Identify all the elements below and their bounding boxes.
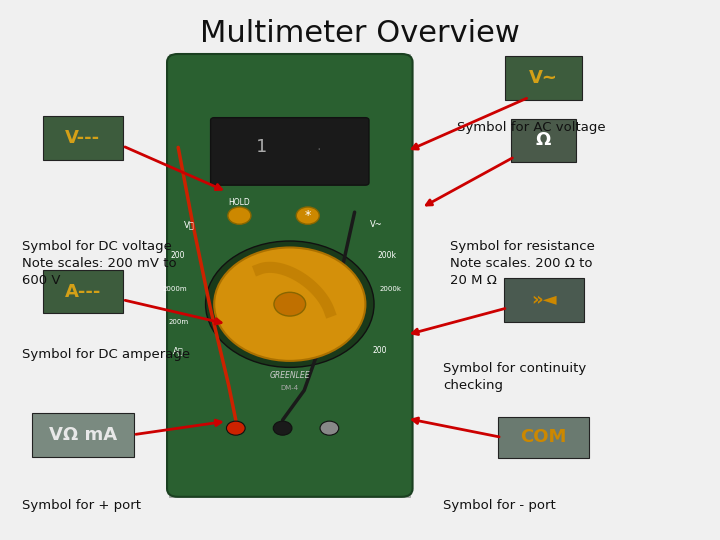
FancyBboxPatch shape [32, 413, 134, 457]
Text: VΩ mA: VΩ mA [49, 426, 117, 444]
FancyBboxPatch shape [167, 54, 413, 497]
Text: Ω: Ω [536, 131, 552, 150]
FancyBboxPatch shape [43, 269, 122, 313]
Text: Symbol for AC voltage: Symbol for AC voltage [457, 122, 606, 134]
Text: A---: A--- [65, 282, 101, 301]
Text: A⎓: A⎓ [173, 346, 184, 355]
Circle shape [214, 247, 366, 361]
Text: DM-4: DM-4 [281, 386, 299, 392]
Text: V---: V--- [66, 129, 100, 147]
FancyBboxPatch shape [504, 278, 583, 321]
Text: 200: 200 [372, 346, 387, 355]
Text: HOLD: HOLD [228, 198, 251, 207]
Circle shape [273, 421, 292, 435]
Text: COM: COM [521, 428, 567, 447]
FancyBboxPatch shape [210, 118, 369, 185]
FancyBboxPatch shape [511, 119, 577, 162]
Circle shape [274, 292, 305, 316]
Text: Symbol for continuity
checking: Symbol for continuity checking [443, 362, 586, 392]
Circle shape [226, 421, 245, 435]
Text: V~: V~ [370, 220, 382, 229]
Text: V~: V~ [529, 69, 558, 87]
Text: 2000k: 2000k [379, 286, 402, 292]
FancyBboxPatch shape [169, 54, 410, 497]
Text: .: . [315, 142, 322, 152]
Text: Symbol for - port: Symbol for - port [443, 500, 556, 512]
Text: Symbol for resistance
Note scales. 200 Ω to
20 M Ω: Symbol for resistance Note scales. 200 Ω… [450, 240, 595, 287]
Text: 2000m: 2000m [162, 286, 187, 292]
Circle shape [205, 241, 374, 367]
Text: Symbol for DC voltage
Note scales: 200 mV to
600 V: Symbol for DC voltage Note scales: 200 m… [22, 240, 176, 287]
Text: 200m: 200m [168, 319, 188, 325]
Text: 1: 1 [256, 138, 266, 156]
Text: V⎓: V⎓ [184, 220, 194, 229]
Text: GREENLEE: GREENLEE [269, 370, 310, 380]
Text: *: * [305, 209, 311, 222]
Circle shape [297, 207, 320, 224]
Text: »◄: »◄ [531, 291, 557, 309]
Circle shape [228, 207, 251, 224]
Circle shape [320, 421, 339, 435]
FancyBboxPatch shape [505, 56, 582, 100]
Text: Symbol for DC amperage: Symbol for DC amperage [22, 348, 190, 361]
Text: 200: 200 [171, 251, 186, 260]
FancyBboxPatch shape [498, 417, 589, 458]
FancyBboxPatch shape [43, 116, 122, 160]
Text: 200k: 200k [377, 251, 397, 260]
Text: Symbol for + port: Symbol for + port [22, 500, 140, 512]
Text: Multimeter Overview: Multimeter Overview [200, 19, 520, 48]
